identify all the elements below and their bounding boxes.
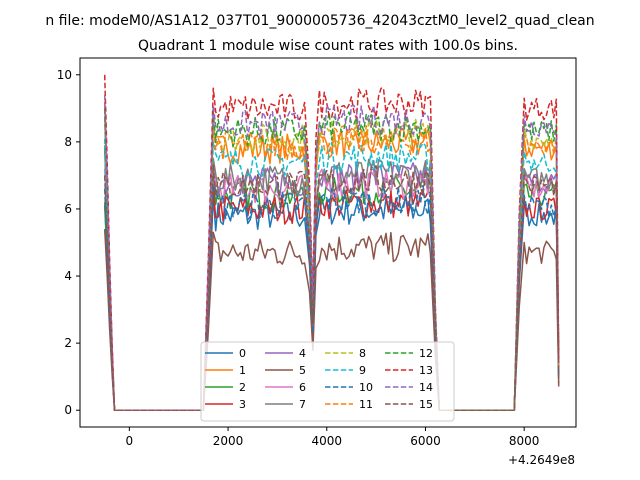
series-line-5 [103, 229, 560, 411]
y-tick-label: 2 [64, 336, 72, 350]
legend-label-15: 15 [419, 398, 433, 411]
series-line-10 [103, 184, 560, 411]
legend-label-0: 0 [239, 347, 246, 360]
x-offset-label: +4.2649e8 [508, 453, 575, 467]
series-line-12 [103, 108, 560, 411]
legend-label-7: 7 [299, 398, 306, 411]
legend-label-6: 6 [299, 381, 306, 394]
series-layer [103, 74, 560, 411]
series-line-11 [103, 101, 560, 411]
legend-label-2: 2 [239, 381, 246, 394]
legend-label-14: 14 [419, 381, 433, 394]
figure-suptitle: n file: modeM0/AS1A12_037T01_9000005736_… [45, 13, 594, 29]
x-tick-label: 0 [126, 434, 134, 448]
x-tick-label: 2000 [213, 434, 244, 448]
y-tick-label: 6 [64, 202, 72, 216]
x-axis: 0 2000 4000 6000 8000 [126, 427, 540, 448]
y-tick-label: 10 [57, 68, 72, 82]
y-tick-label: 0 [64, 403, 72, 417]
x-tick-label: 6000 [410, 434, 441, 448]
series-line-15 [103, 164, 560, 411]
legend-label-1: 1 [239, 364, 246, 377]
y-tick-label: 4 [64, 269, 72, 283]
legend-label-12: 12 [419, 347, 433, 360]
legend-label-8: 8 [359, 347, 366, 360]
legend-label-13: 13 [419, 364, 433, 377]
series-line-14 [103, 94, 560, 411]
axes-frame [79, 57, 577, 428]
legend-label-4: 4 [299, 347, 306, 360]
legend-box [200, 341, 455, 422]
x-tick-label: 4000 [311, 434, 342, 448]
legend-label-9: 9 [359, 364, 366, 377]
legend-label-3: 3 [239, 398, 246, 411]
legend-label-11: 11 [359, 398, 373, 411]
y-axis: 0 2 4 6 8 10 [57, 68, 80, 417]
legend-label-5: 5 [299, 364, 306, 377]
legend-label-10: 10 [359, 381, 373, 394]
chart-title: Quadrant 1 module wise count rates with … [138, 38, 518, 54]
x-tick-label: 8000 [509, 434, 540, 448]
y-tick-label: 8 [64, 135, 72, 149]
